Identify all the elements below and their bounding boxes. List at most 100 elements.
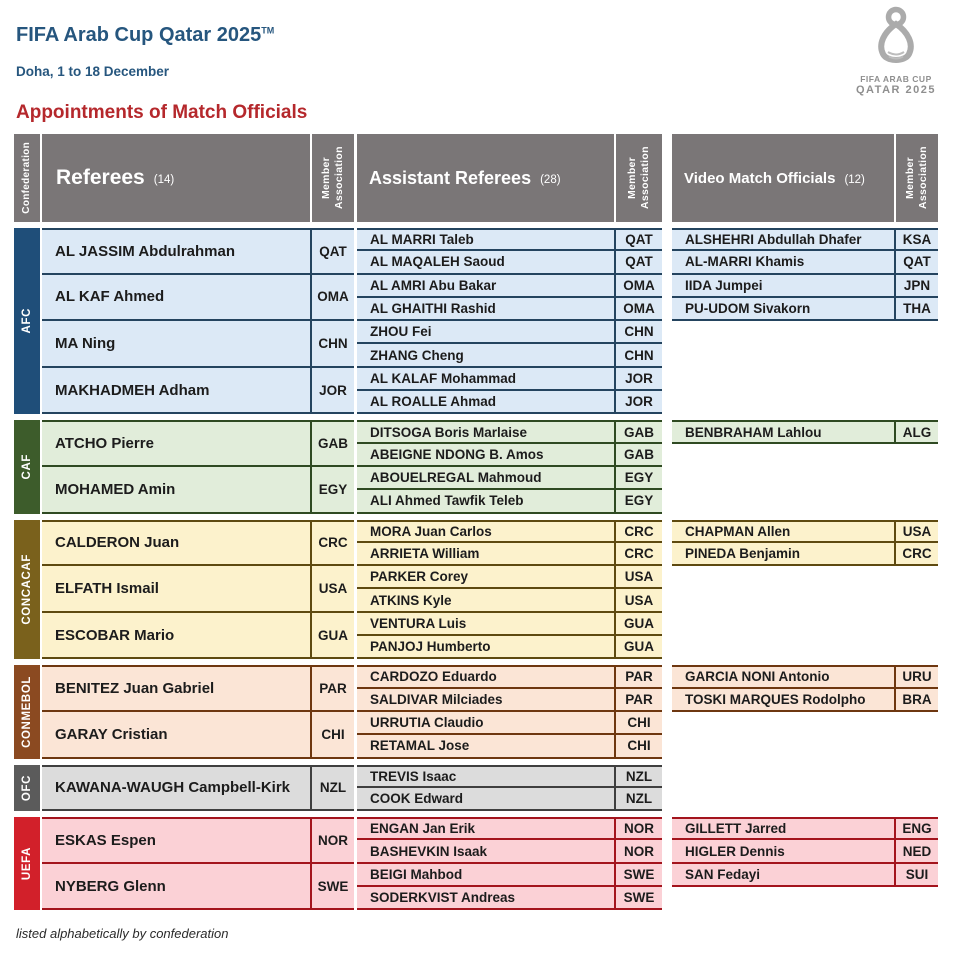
header-assistant-referees-count: (28) [540,173,561,186]
member-association-code: SWE [623,866,655,882]
official-row: ESCOBAR Mario GUA [42,612,354,660]
member-association-code: OMA [623,301,655,317]
member-association-code: JOR [625,394,653,410]
header-referees: Referees (14) [42,134,310,222]
official-row: RETAMAL Jose CHI [357,735,662,759]
logo-text-line1: FIFA ARAB CUP [860,74,932,84]
official-row: BEIGI Mahbod SWE [357,863,662,888]
member-association-code: PAR [319,681,347,697]
confederation-section-afc: AFC AL JASSIM Abdulrahman QAT AL KAF Ahm… [14,228,938,415]
member-association-code: GUA [624,615,654,631]
official-name: BENBRAHAM Lahlou [672,422,896,442]
header-video-match-officials-label: Video Match Officials [684,169,836,187]
official-row: PU-UDOM Sivakorn THA [672,297,938,322]
member-association-code: NOR [624,843,654,859]
member-association-code: QAT [903,254,931,270]
official-row: MOHAMED Amin EGY [42,466,354,514]
official-name: ENGAN Jan Erik [357,819,616,839]
confederation-strip-label: OFC [20,774,33,801]
official-name: ABOUELREGAL Mahmoud [357,466,616,489]
member-association-code: OMA [623,277,655,293]
official-row: TREVIS Isaac NZL [357,764,662,788]
official-row: VENTURA Luis GUA [357,612,662,637]
member-association-code: JOR [319,382,347,398]
official-name: VENTURA Luis [357,612,616,635]
official-name: ATKINS Kyle [357,589,616,611]
official-row: GARAY Cristian CHI [42,711,354,759]
header-member-association-3: Member Association [896,134,938,222]
header-video-match-officials: Video Match Officials (12) [672,134,894,222]
official-row: PINEDA Benjamin CRC [672,542,938,567]
header-confederation-label: Confederation [20,142,32,214]
video-match-officials-subtable: GILLETT Jarred ENG HIGLER Dennis NED SAN… [672,817,938,910]
video-match-officials-subtable [672,765,938,812]
confederation-strip: UEFA [14,817,40,911]
official-name: ZHOU Fei [357,321,616,343]
member-association-code: NZL [625,768,653,784]
official-name: GARCIA NONI Antonio [672,667,896,687]
official-name: NYBERG Glenn [42,863,312,909]
official-name: MORA Juan Carlos [357,521,616,541]
member-association-code: GUA [624,639,654,655]
member-association-code: CRC [318,535,348,551]
video-match-officials-subtable: ALSHEHRI Abdullah Dhafer KSA AL-MARRI Kh… [672,228,938,414]
official-name: AL-MARRI Khamis [672,251,896,273]
assistant-referees-subtable: MORA Juan Carlos CRC ARRIETA William CRC… [357,519,662,660]
confederation-strip-label: CONMEBOL [20,675,33,748]
official-row: BENBRAHAM Lahlou ALG [672,420,938,444]
official-name: ELFATH Ismail [42,566,312,611]
official-row: NYBERG Glenn SWE [42,863,354,911]
official-row: GILLETT Jarred ENG [672,817,938,841]
member-association-code: NOR [318,832,348,848]
official-row: BENITEZ Juan Gabriel PAR [42,665,354,712]
official-name: HIGLER Dennis [672,840,896,862]
official-row: ESKAS Espen NOR [42,817,354,864]
header-assistant-referees-label: Assistant Referees [369,167,532,188]
official-name: ZHANG Cheng [357,344,616,366]
member-association-code: GUA [318,627,348,643]
official-name: GILLETT Jarred [672,819,896,839]
official-name: ESCOBAR Mario [42,612,312,658]
confederation-section-conmebol: CONMEBOL BENITEZ Juan Gabriel PAR GARAY … [14,665,938,759]
official-name: PU-UDOM Sivakorn [672,297,896,320]
header-member-association-label: Member Association [319,146,345,210]
member-association-code: NZL [625,790,653,806]
assistant-referees-subtable: ENGAN Jan Erik NOR BASHEVKIN Isaak NOR B… [357,817,662,911]
page-title: FIFA Arab Cup Qatar 2025TM [16,24,960,47]
official-name: PARKER Corey [357,566,616,588]
referees-subtable: ESKAS Espen NOR NYBERG Glenn SWE [42,817,354,911]
member-association-code: ENG [902,821,932,837]
official-name: BENITEZ Juan Gabriel [42,667,312,710]
official-row: ARRIETA William CRC [357,542,662,567]
official-row: AL GHAITHI Rashid OMA [357,297,662,322]
table-header-row: Confederation Referees (14) Member Associ… [14,134,938,222]
confederation-strip-label: CONCACAF [20,554,33,625]
official-name: MAKHADMEH Adham [42,367,312,413]
official-row: TOSKI MARQUES Rodolpho BRA [672,688,938,712]
footer-note: listed alphabetically by confederation [16,926,229,942]
member-association-code: SWE [623,890,655,906]
header-referees-label: Referees [56,166,145,189]
member-association-code: CHN [318,335,348,351]
official-name: MA Ning [42,321,312,366]
section-title: Appointments of Match Officials [16,102,308,123]
official-name: AL ROALLE Ahmad [357,391,616,413]
member-association-code: CHI [321,726,345,742]
official-row: ABEIGNE NDONG B. Amos GAB [357,443,662,467]
assistant-referees-subtable: CARDOZO Eduardo PAR SALDIVAR Milciades P… [357,665,662,759]
official-name: DITSOGA Boris Marlaise [357,422,616,442]
official-row: ELFATH Ismail USA [42,566,354,613]
confederation-strip-label: UEFA [20,847,33,881]
member-association-code: URU [902,669,932,685]
member-association-code: CRC [624,523,654,539]
official-row: SAN Fedayi SUI [672,863,938,888]
official-name: PANJOJ Humberto [357,636,616,658]
confederation-strip: CONCACAF [14,519,40,660]
member-association-code: NZL [319,780,347,796]
referees-subtable: AL JASSIM Abdulrahman QAT AL KAF Ahmed O… [42,228,354,415]
official-row: PARKER Corey USA [357,566,662,590]
official-name: ARRIETA William [357,542,616,565]
official-row: SALDIVAR Milciades PAR [357,688,662,712]
assistant-referees-subtable: TREVIS Isaac NZL COOK Edward NZL [357,764,662,812]
assistant-referees-subtable: AL MARRI Taleb QAT AL MAQALEH Saoud QAT … [357,228,662,415]
